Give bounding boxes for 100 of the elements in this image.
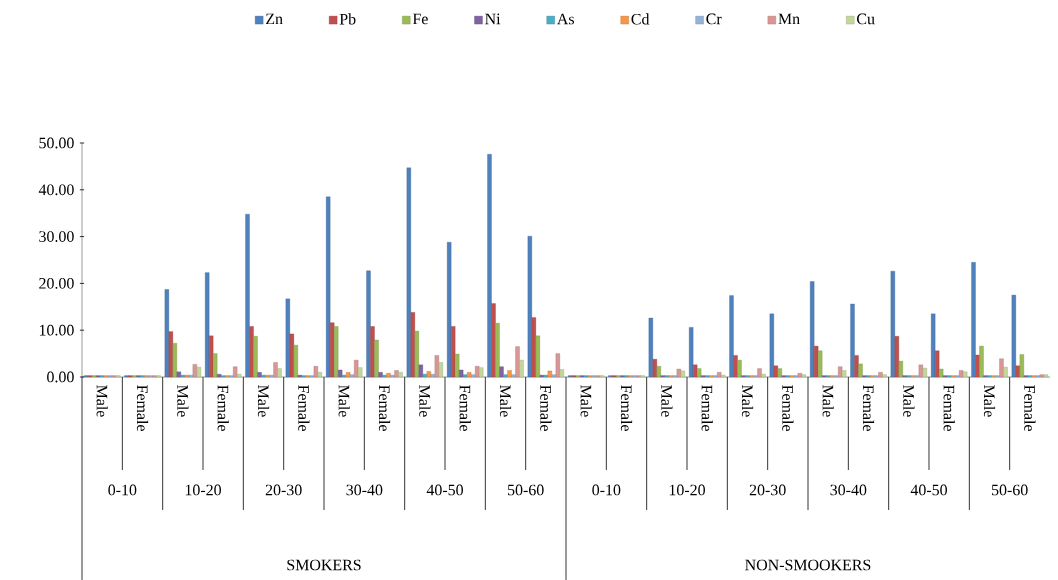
bar bbox=[761, 373, 766, 377]
bar bbox=[838, 366, 843, 377]
bar bbox=[463, 374, 468, 377]
bar bbox=[326, 196, 331, 377]
bar bbox=[842, 370, 847, 377]
legend-label: Zn bbox=[266, 13, 283, 24]
bar bbox=[164, 289, 169, 377]
bar bbox=[438, 362, 443, 377]
bar bbox=[410, 312, 415, 377]
bar bbox=[257, 371, 262, 377]
bar bbox=[656, 365, 661, 377]
bar bbox=[451, 326, 456, 377]
bar bbox=[386, 372, 391, 377]
bar bbox=[717, 371, 722, 377]
bar bbox=[971, 262, 976, 377]
x-tick-label: Male bbox=[96, 384, 108, 417]
bar bbox=[733, 355, 738, 377]
bar bbox=[192, 364, 197, 377]
y-tick-label: 10.00 bbox=[39, 324, 74, 336]
bar bbox=[317, 371, 322, 377]
bar bbox=[547, 370, 552, 377]
bar bbox=[729, 295, 734, 377]
bar bbox=[370, 326, 375, 377]
bar bbox=[527, 235, 532, 377]
text: 40-50 bbox=[910, 484, 947, 496]
bar bbox=[1039, 374, 1044, 377]
x-tick-label: Female bbox=[782, 384, 794, 431]
bar bbox=[531, 317, 536, 377]
bar bbox=[434, 355, 439, 377]
x-tick-label: Male bbox=[419, 384, 431, 417]
legend-label: Cd bbox=[631, 13, 650, 25]
x-tick-label: Male bbox=[338, 384, 350, 417]
bar bbox=[652, 358, 657, 377]
x-tick-label: Male bbox=[741, 384, 754, 417]
bar bbox=[931, 313, 936, 377]
bar bbox=[814, 345, 819, 377]
x-tick-label: Male bbox=[257, 384, 270, 417]
bar bbox=[354, 359, 359, 377]
text: 0-10 bbox=[108, 484, 137, 496]
bar bbox=[217, 373, 222, 377]
legend-label: Cr bbox=[706, 13, 722, 25]
bar bbox=[854, 355, 859, 377]
bar bbox=[922, 367, 927, 377]
bar bbox=[1015, 365, 1020, 377]
x-tick-label: Female bbox=[862, 384, 875, 431]
bar bbox=[555, 353, 560, 377]
x-tick-label: Male bbox=[903, 384, 915, 417]
x-tick-label: Male bbox=[177, 384, 189, 417]
bar bbox=[757, 368, 762, 377]
bar bbox=[1043, 374, 1048, 377]
bar bbox=[330, 322, 335, 377]
legend-label: Mn bbox=[778, 13, 800, 24]
bar bbox=[491, 303, 496, 377]
bar bbox=[350, 374, 355, 377]
bar bbox=[697, 368, 702, 377]
bar bbox=[979, 345, 984, 377]
x-tick-label: Female bbox=[943, 384, 955, 431]
bar bbox=[858, 363, 863, 377]
x-tick-label: Male bbox=[661, 384, 673, 417]
text: 30-40 bbox=[830, 484, 867, 496]
bar bbox=[209, 335, 214, 377]
text: 0-10 bbox=[592, 484, 621, 496]
bar bbox=[479, 367, 484, 377]
bar bbox=[245, 213, 250, 377]
bar bbox=[515, 346, 520, 377]
bar bbox=[1011, 294, 1016, 377]
legend-label: Pb bbox=[339, 13, 356, 25]
bar bbox=[176, 371, 181, 377]
bar bbox=[237, 373, 242, 377]
bar bbox=[676, 368, 681, 377]
bar bbox=[882, 374, 887, 377]
x-tick-label: Male bbox=[499, 384, 512, 417]
bar bbox=[1019, 354, 1024, 377]
bar bbox=[769, 313, 774, 377]
bar bbox=[773, 365, 778, 377]
bar bbox=[693, 364, 698, 377]
bar bbox=[935, 350, 940, 377]
y-tick-label: 0.00 bbox=[47, 371, 74, 383]
legend-label: As bbox=[557, 13, 574, 25]
bar bbox=[737, 359, 742, 377]
bar bbox=[475, 365, 480, 377]
bar bbox=[455, 353, 460, 377]
x-tick-label: Female bbox=[298, 384, 310, 431]
bar bbox=[467, 371, 472, 377]
bar bbox=[277, 368, 282, 377]
bar bbox=[471, 374, 476, 377]
bar bbox=[801, 374, 806, 377]
x-tick-label: Male bbox=[983, 384, 996, 417]
bar bbox=[374, 339, 379, 377]
bar bbox=[422, 373, 427, 377]
text: 10-20 bbox=[185, 484, 221, 496]
bar bbox=[378, 371, 383, 377]
bar bbox=[959, 370, 964, 377]
bar bbox=[172, 342, 177, 377]
text: 50-60 bbox=[508, 484, 544, 496]
x-tick-label: Female bbox=[378, 384, 391, 431]
x-tick-label: Female bbox=[459, 384, 471, 431]
bar bbox=[551, 374, 556, 377]
bar bbox=[777, 368, 782, 377]
bar bbox=[430, 373, 435, 377]
